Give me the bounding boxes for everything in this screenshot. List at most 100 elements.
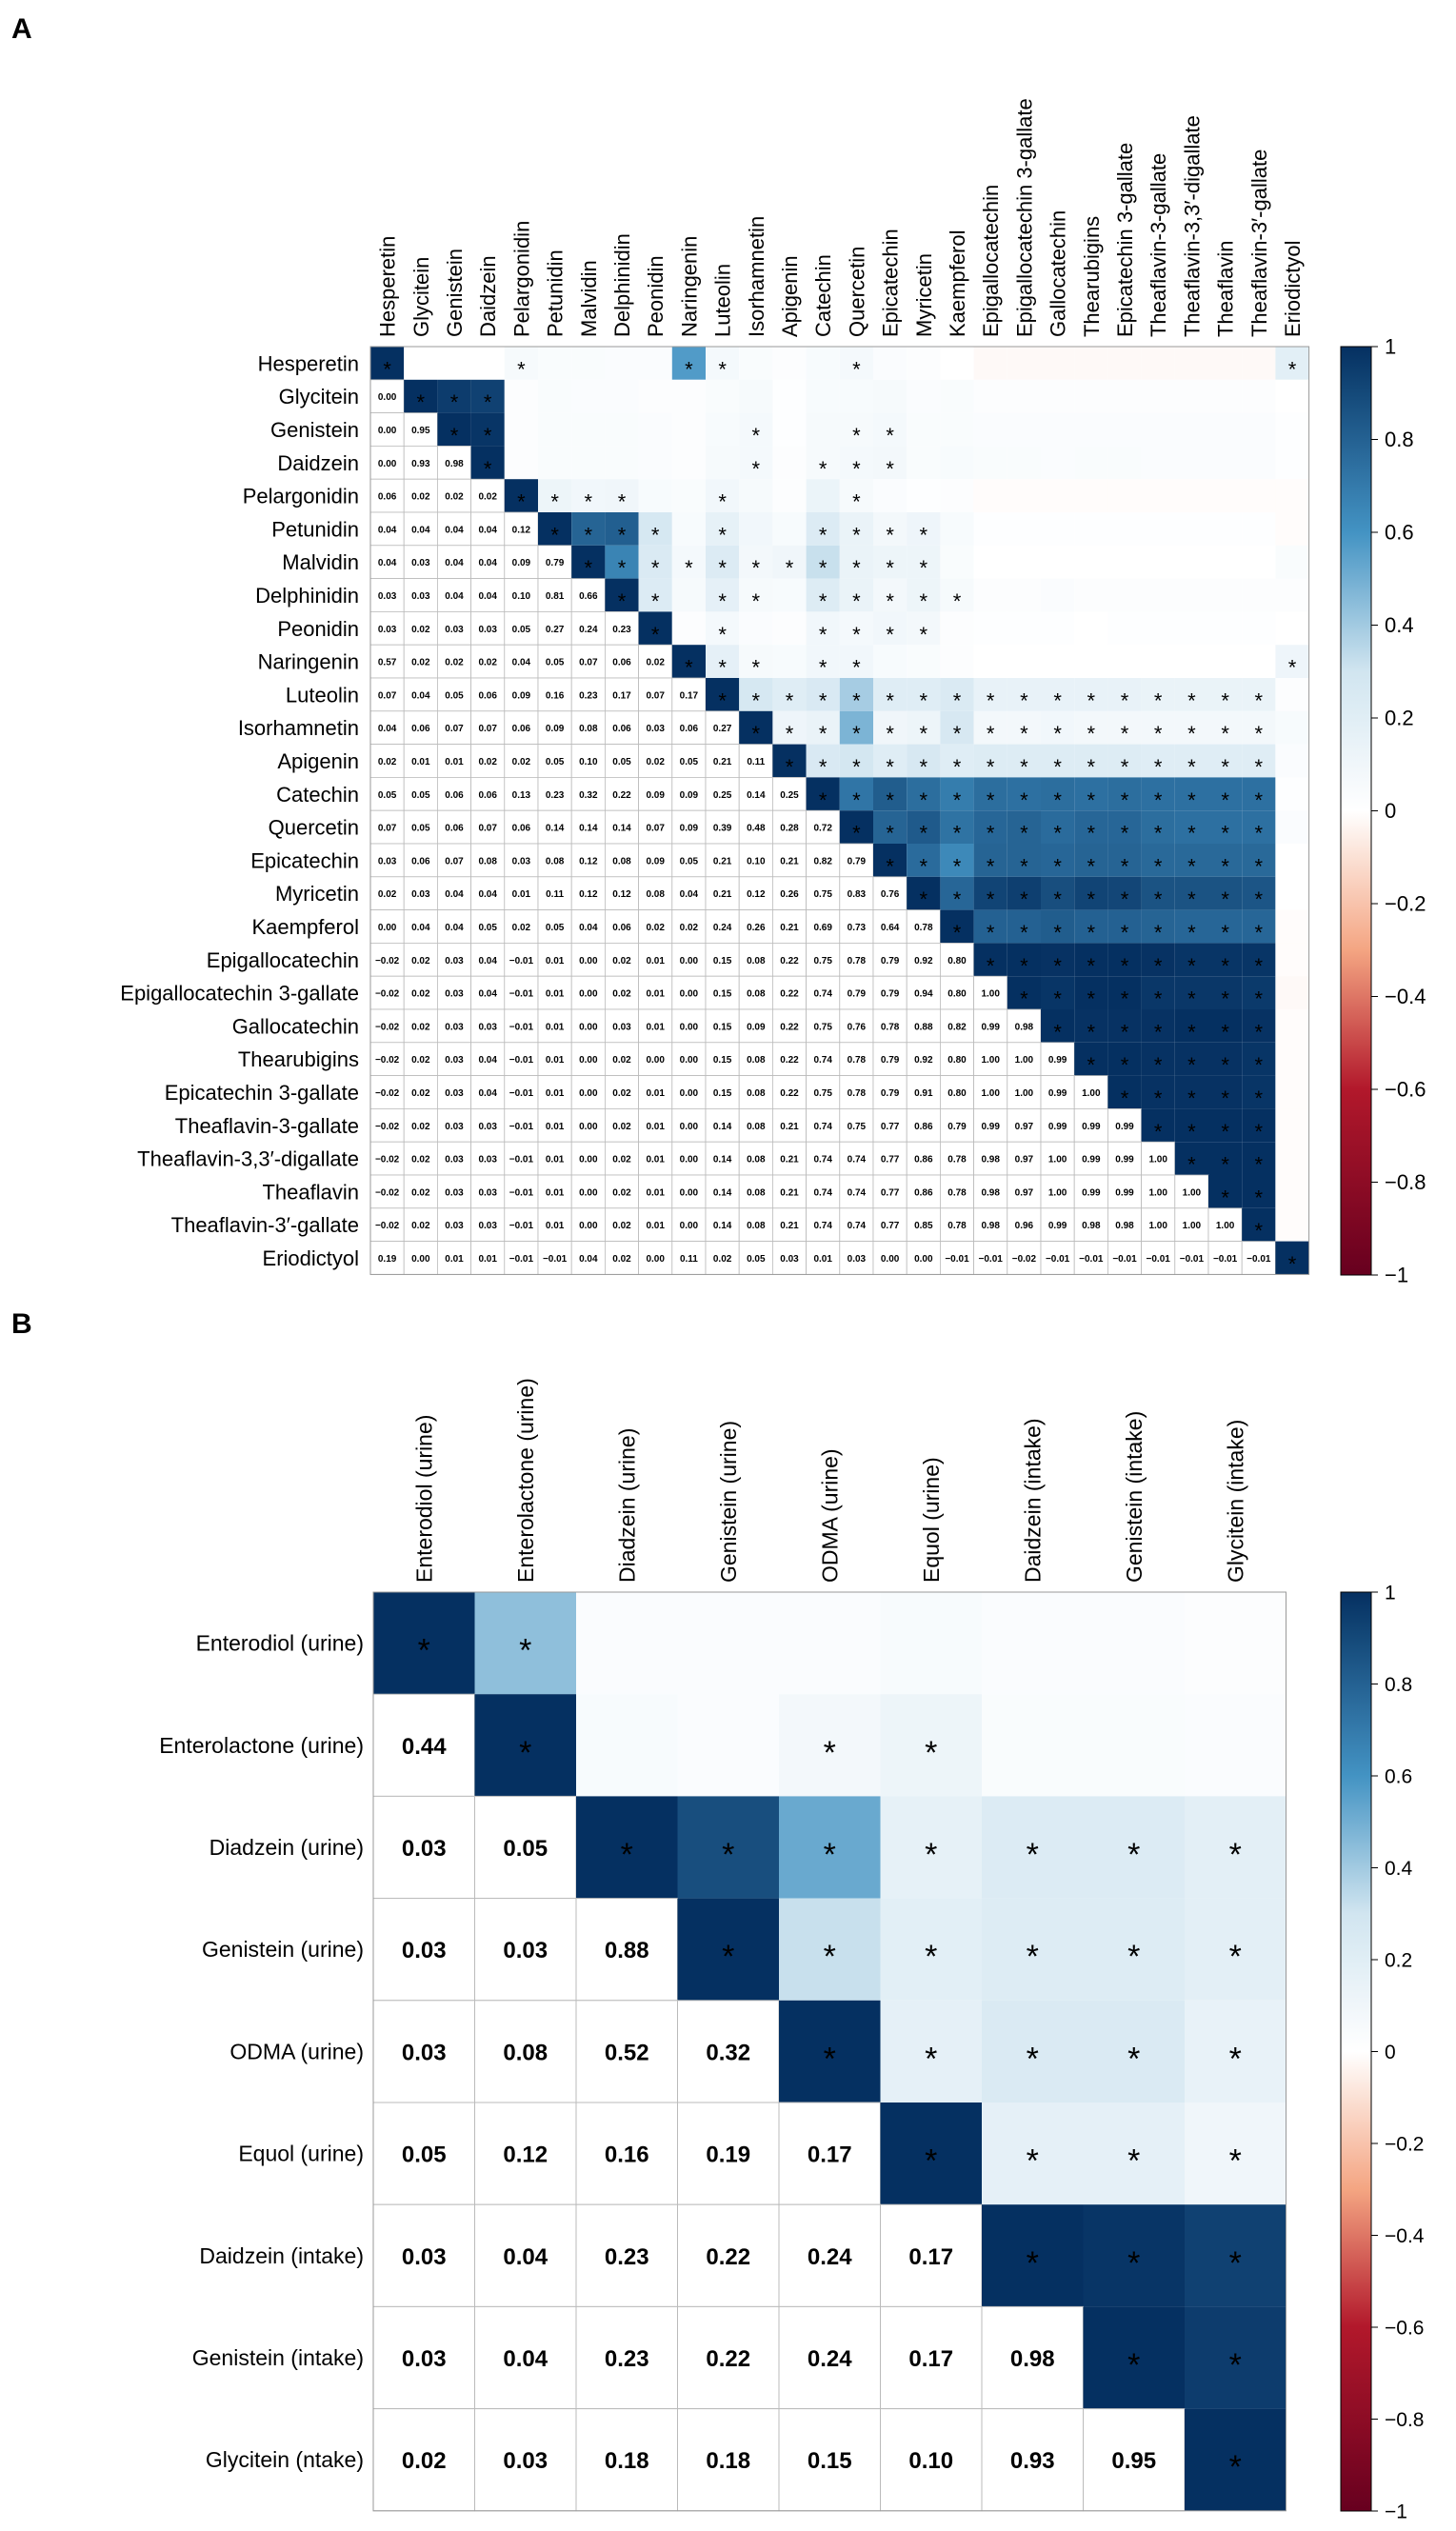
- significance-star: *: [1187, 822, 1196, 846]
- value-cell: [470, 1108, 506, 1143]
- value-cell: [369, 710, 405, 745]
- significance-star: *: [987, 722, 995, 746]
- heatmap-cell: [605, 545, 639, 579]
- correlation-value: 0.99: [981, 1122, 1000, 1132]
- heatmap-cell: [772, 678, 807, 711]
- correlation-value: −0.02: [375, 1055, 400, 1066]
- significance-star: *: [1053, 921, 1062, 945]
- heatmap-cell: [1041, 976, 1075, 1009]
- correlation-value: 0.14: [747, 790, 766, 801]
- heatmap-cell: [873, 347, 908, 380]
- heatmap-cell: [973, 479, 1007, 512]
- correlation-value: −0.02: [1012, 1254, 1037, 1265]
- significance-star: *: [1053, 788, 1062, 812]
- heatmap-cell: [1074, 777, 1108, 811]
- correlation-value: 0.04: [512, 658, 531, 668]
- heatmap-cell: [1275, 446, 1309, 480]
- significance-star: *: [718, 523, 727, 547]
- heatmap-cell: [1107, 810, 1142, 844]
- heatmap-cell: [772, 578, 807, 612]
- significance-star: *: [1053, 887, 1062, 911]
- heatmap-cell: [880, 1898, 982, 2001]
- correlation-value: 0.08: [546, 856, 565, 867]
- value-cell: [474, 2305, 577, 2410]
- significance-star: *: [1187, 1120, 1196, 1144]
- heatmap-cell: [706, 479, 740, 512]
- heatmap-cell: [772, 412, 807, 447]
- heatmap-cell: [1041, 710, 1075, 745]
- correlation-value: −0.01: [509, 1122, 534, 1132]
- value-cell: [575, 1898, 678, 2002]
- significance-star: *: [1221, 788, 1229, 812]
- correlation-value: 0.05: [503, 1836, 548, 1862]
- heatmap-cell: [538, 446, 572, 480]
- correlation-value: 0.75: [813, 889, 832, 900]
- significance-star: *: [819, 688, 828, 712]
- correlation-value: 0.21: [780, 1187, 799, 1198]
- correlation-value: 0.00: [646, 1055, 665, 1066]
- correlation-value: 0.04: [445, 889, 464, 900]
- correlation-value: 0.01: [546, 1122, 565, 1132]
- row-label: Daidzein: [277, 451, 359, 475]
- heatmap-cell: [605, 512, 639, 546]
- heatmap-cell: [940, 844, 974, 877]
- heatmap-cell: [1141, 943, 1175, 977]
- correlation-value: 0.93: [411, 459, 430, 469]
- value-cell: [504, 1207, 539, 1243]
- correlation-value: 0.01: [546, 989, 565, 1000]
- value-cell: [705, 809, 740, 845]
- significance-star: *: [1020, 788, 1028, 812]
- significance-star: *: [1255, 1020, 1264, 1044]
- heatmap-cell: [1275, 412, 1309, 447]
- heatmap-cell: [605, 479, 639, 512]
- correlation-value: 0.02: [411, 658, 430, 668]
- significance-star: *: [1255, 954, 1264, 978]
- correlation-value: 0.03: [411, 889, 430, 900]
- value-cell: [772, 777, 808, 811]
- value-cell: [1040, 1241, 1075, 1275]
- heatmap-cell: [973, 678, 1007, 711]
- significance-star: *: [819, 523, 828, 547]
- heatmap-cell: [1141, 545, 1175, 579]
- heatmap-cell: [706, 578, 740, 612]
- heatmap-cell: [404, 379, 438, 413]
- correlation-value: 0.75: [813, 1088, 832, 1099]
- correlation-value: 0.02: [612, 956, 631, 967]
- significance-star: *: [1020, 954, 1028, 978]
- heatmap-cell: [1275, 1241, 1309, 1275]
- heatmap-cell: [973, 379, 1007, 413]
- value-cell: [638, 876, 673, 910]
- significance-star: *: [920, 623, 928, 647]
- significance-star: *: [752, 556, 761, 580]
- correlation-value: 0.09: [680, 790, 699, 801]
- correlation-value: 0.05: [680, 856, 699, 867]
- heatmap-cell: [1007, 347, 1041, 380]
- heatmap-cell: [907, 545, 941, 579]
- significance-star: *: [1221, 1020, 1229, 1044]
- colorbar: [1340, 1591, 1372, 2512]
- value-cell: [872, 975, 908, 1010]
- correlation-value: 0.00: [646, 1254, 665, 1265]
- heatmap-cell: [772, 744, 807, 778]
- heatmap-cell: [1141, 645, 1175, 678]
- correlation-value: 0.00: [378, 392, 397, 403]
- significance-star: *: [752, 722, 761, 746]
- significance-star: *: [1229, 1939, 1242, 1975]
- value-cell: [436, 975, 471, 1010]
- heatmap-cell: [677, 1592, 779, 1695]
- heatmap-cell: [1107, 645, 1142, 678]
- heatmap-cell: [973, 909, 1007, 944]
- value-cell: [369, 1008, 405, 1044]
- heatmap-cell: [571, 446, 606, 480]
- column-label: Theaflavin-3,3′-digallate: [1180, 115, 1204, 337]
- heatmap-cell: [739, 446, 773, 480]
- heatmap-cell: [1275, 1042, 1309, 1076]
- correlation-value: 0.06: [612, 658, 631, 668]
- correlation-value: 0.23: [612, 625, 631, 635]
- significance-star: *: [920, 887, 928, 911]
- heatmap-cell: [973, 777, 1007, 811]
- significance-star: *: [1154, 788, 1163, 812]
- heatmap-cell: [538, 347, 572, 380]
- heatmap-cell: [576, 1694, 678, 1797]
- correlation-value: −0.02: [375, 1221, 400, 1231]
